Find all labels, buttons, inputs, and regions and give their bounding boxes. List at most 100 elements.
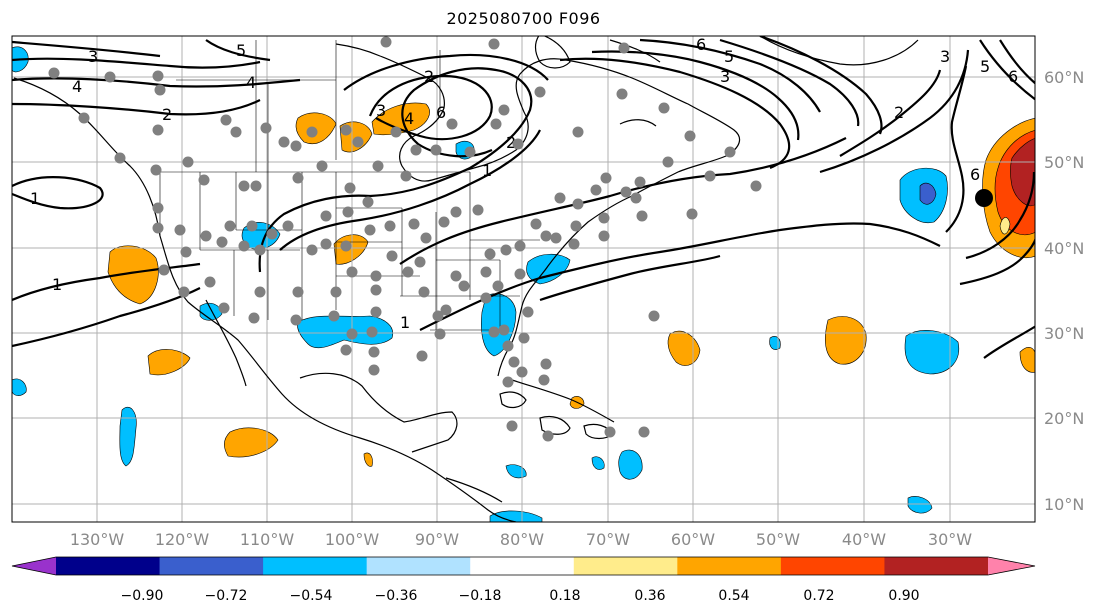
station-marker [380,36,392,48]
station-marker [260,122,272,134]
station-marker [216,236,228,248]
colorbar-tick: 0.18 [549,588,580,604]
station-marker [386,250,398,262]
station-marker [438,216,450,228]
station-marker [230,126,242,138]
station-marker [534,86,546,98]
station-marker [204,276,216,288]
station-marker [344,182,356,194]
station-marker [104,71,116,83]
contour-label: 5 [724,47,734,66]
station-marker [522,306,534,318]
station-marker [220,114,232,126]
station-marker [152,70,164,82]
station-marker [630,192,642,204]
station-marker [458,280,470,292]
station-marker [420,232,432,244]
colorbar-tick: −0.18 [459,588,502,604]
contour-label: 4 [72,77,82,96]
station-marker [684,130,696,142]
lon-label: 70°W [586,530,630,549]
station-marker [340,240,352,252]
station-marker [330,286,342,298]
station-marker [414,256,426,268]
station-marker [292,172,304,184]
station-marker [750,180,762,192]
colorbar-tick: −0.90 [121,588,164,604]
station-marker [488,38,500,50]
station-marker [238,240,250,252]
colorbar-tick: 0.72 [803,588,834,604]
station-marker [152,202,164,214]
station-marker [346,266,358,278]
colorbar-segment [159,557,264,575]
station-marker [662,156,674,168]
station-marker [254,244,266,256]
contour-label: 4 [404,109,414,128]
station-marker [48,67,60,79]
station-marker [620,186,632,198]
lon-label: 60°W [671,530,715,549]
station-marker [254,286,266,298]
station-marker [218,302,230,314]
station-marker [464,146,476,158]
station-marker [488,326,500,338]
station-marker [250,180,262,192]
station-marker [480,292,492,304]
station-marker [568,238,580,250]
station-marker [618,42,630,54]
contour-label: 6 [1008,67,1018,86]
station-marker [372,160,384,172]
station-marker [384,220,396,232]
colorbar-segment [573,557,678,575]
contour-label: 3 [720,67,730,86]
station-marker [158,264,170,276]
station-marker [366,326,378,338]
contour-label: 3 [88,47,98,66]
station-marker [320,210,332,222]
station-marker [498,324,510,336]
contour-label: 2 [424,67,434,86]
station-marker [152,124,164,136]
station-marker [704,170,716,182]
lon-label: 110°W [240,530,295,549]
contour-label: 3 [376,101,386,120]
station-marker [266,228,278,240]
station-marker [634,176,646,188]
station-marker [346,328,358,340]
contour-label: 1 [400,313,410,332]
contour-label: 2 [894,103,904,122]
station-marker [198,174,210,186]
station-marker [178,286,190,298]
station-marker [152,222,164,234]
station-marker [724,146,736,158]
contour-label: 1 [482,161,492,180]
lon-label: 130°W [70,530,125,549]
station-marker [600,172,612,184]
lon-label: 100°W [325,530,380,549]
station-marker [290,314,302,326]
colorbar-extend-high [988,557,1035,575]
lat-label: 60°N [1044,68,1084,87]
station-marker [514,240,526,252]
station-marker [616,88,628,100]
station-marker [604,426,616,438]
lon-label: 80°W [500,530,544,549]
contour-label: 5 [980,57,990,76]
station-marker [480,266,492,278]
colorbar-tick: 0.54 [718,588,749,604]
station-marker [514,268,526,280]
station-marker [538,374,550,386]
station-marker [484,248,496,260]
station-marker [306,126,318,138]
station-markers [48,36,762,442]
station-marker [502,376,514,388]
station-marker [508,356,520,368]
station-marker [648,310,660,322]
station-marker [246,220,258,232]
station-marker [540,230,552,242]
station-marker [570,220,582,232]
map-frame [11,35,1036,523]
station-marker [292,286,304,298]
